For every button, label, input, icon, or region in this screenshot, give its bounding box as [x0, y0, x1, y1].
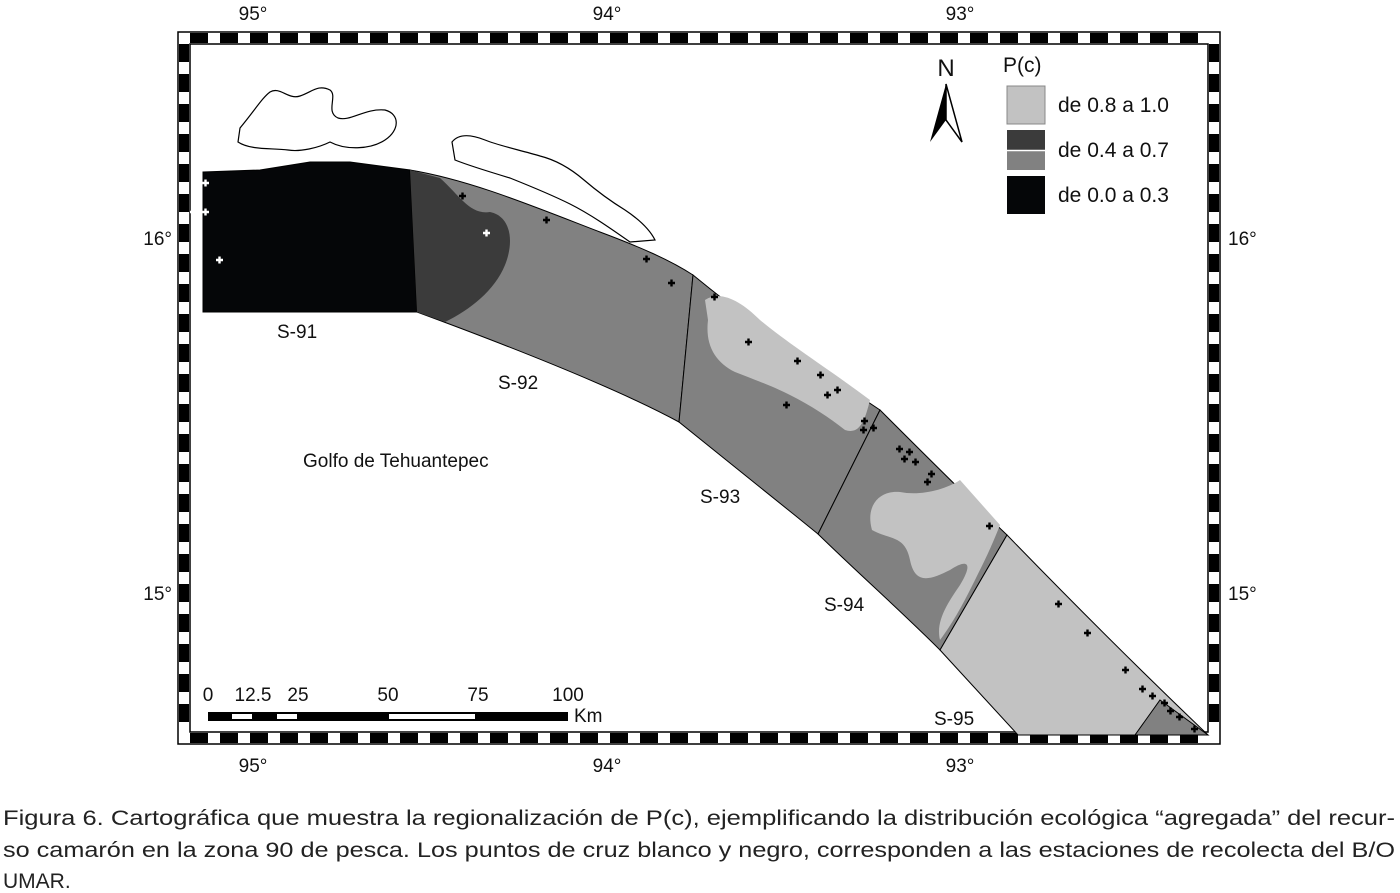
north-arrow: N	[920, 50, 972, 150]
lon-label: 94°	[593, 4, 622, 25]
scale-label: 50	[377, 685, 398, 706]
lat-label: 16°	[143, 229, 172, 250]
zone-s94-light	[870, 480, 1000, 640]
scale-label: 100	[552, 685, 584, 706]
legend-item: de 0.4 a 0.7	[1058, 139, 1169, 162]
lat-label: 16°	[1228, 229, 1257, 250]
zone-s92-dark	[410, 170, 510, 322]
scale-bar: 0 12.5 25 50 75 100 Km	[203, 685, 603, 727]
scale-unit: Km	[574, 706, 603, 727]
lat-label: 15°	[1228, 584, 1257, 605]
zone-s95-dark	[1134, 699, 1210, 736]
north-label: N	[937, 55, 954, 82]
zone-label: S-91	[277, 322, 317, 343]
scale-label: 12.5	[235, 685, 272, 706]
legend-item: de 0.8 a 1.0	[1058, 94, 1169, 117]
caption-line: so camarón en la zona 90 de pesca. Los p…	[3, 839, 1395, 862]
caption-line: Figura 6. Cartográfica que muestra la re…	[3, 807, 1395, 830]
scale-label: 25	[287, 685, 308, 706]
zone-label: S-93	[700, 487, 740, 508]
zone-label: S-92	[498, 373, 538, 394]
legend: P(c) de 0.8 a 1.0 de 0.4 a 0.7 de 0.0 a …	[995, 50, 1205, 225]
scale-label: 75	[467, 685, 488, 706]
caption-line: UMAR.	[3, 870, 71, 893]
lon-label: 94°	[593, 756, 622, 777]
lon-label: 93°	[946, 4, 975, 25]
scale-label: 0	[203, 685, 214, 706]
lat-label: 15°	[143, 584, 172, 605]
zones	[202, 161, 1210, 736]
stations	[190, 179, 1198, 733]
lon-label: 95°	[239, 4, 268, 25]
legend-item: de 0.0 a 0.3	[1058, 184, 1169, 207]
zone-label: S-95	[934, 709, 974, 730]
lon-label: 93°	[946, 756, 975, 777]
lon-label: 95°	[239, 756, 268, 777]
place-label: Golfo de Tehuantepec	[303, 451, 489, 472]
land	[237, 87, 656, 243]
legend-title: P(c)	[1003, 54, 1042, 77]
zone-s93-light	[705, 296, 870, 431]
zone-s91	[202, 161, 418, 313]
zone-label: S-94	[824, 595, 865, 616]
